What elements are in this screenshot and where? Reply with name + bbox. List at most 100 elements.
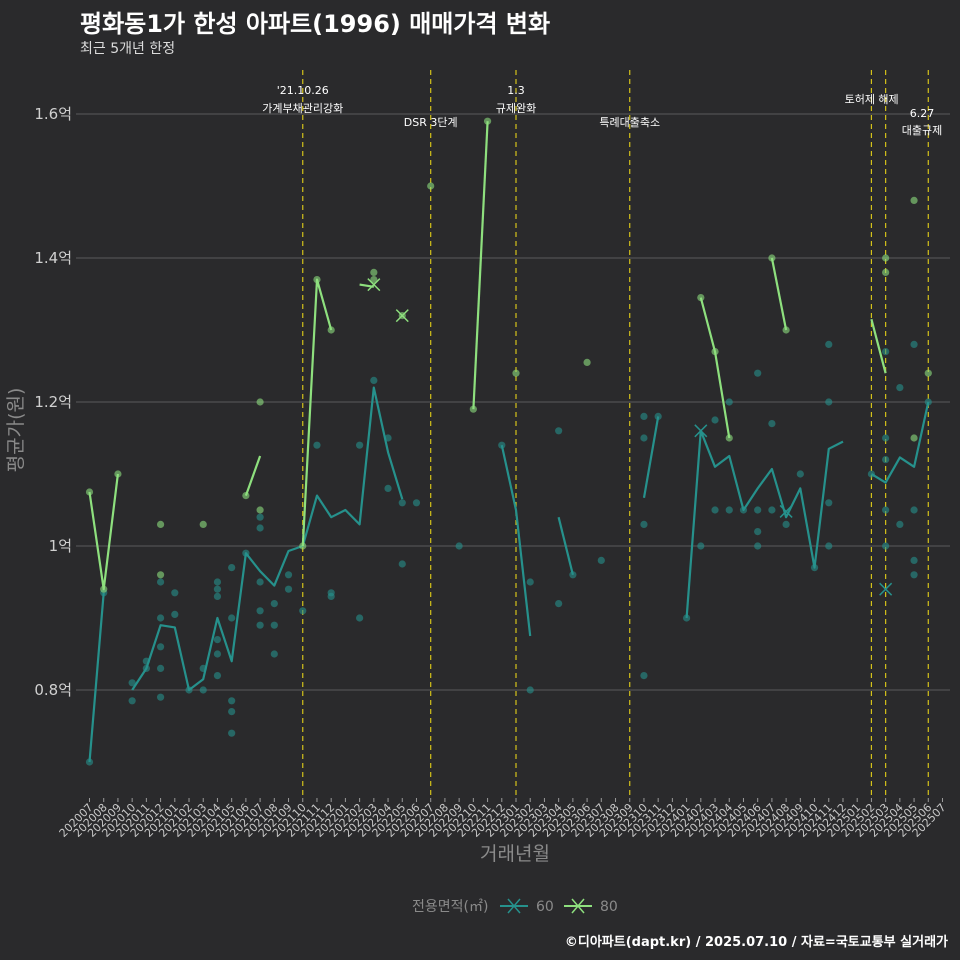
data-point	[370, 376, 378, 384]
data-point	[256, 607, 264, 615]
data-point	[199, 686, 207, 694]
data-point	[256, 524, 264, 532]
source-caption: ©디아파트(dapt.kr) / 2025.07.10 / 자료=국토교통부 실…	[564, 935, 948, 950]
data-point	[156, 664, 165, 673]
data-point	[356, 614, 364, 622]
data-point	[640, 672, 648, 680]
data-point	[754, 528, 762, 536]
data-point	[526, 578, 534, 586]
data-point	[754, 506, 762, 514]
data-point	[228, 697, 236, 705]
cross-marker	[367, 278, 381, 292]
legend-key-marker	[571, 898, 585, 914]
data-point	[498, 441, 506, 449]
series-layer	[85, 117, 932, 766]
data-point	[711, 416, 719, 424]
data-point	[455, 542, 463, 550]
series-80	[85, 117, 932, 593]
legend-title: 전용면적(㎡)	[412, 899, 488, 915]
series-line	[870, 318, 887, 374]
data-point	[882, 254, 890, 262]
data-point	[725, 398, 733, 406]
data-point	[213, 636, 222, 644]
data-point	[256, 398, 264, 406]
data-point	[640, 434, 648, 442]
data-point	[213, 592, 222, 601]
y-axis-ticks: 0.8억 1억 1.2억 1.4억 1.6억	[34, 105, 72, 699]
data-point	[924, 369, 932, 377]
data-point	[299, 542, 307, 550]
data-point	[213, 578, 222, 586]
x-axis-ticks: 2020072020082020092020102020112020122021…	[57, 798, 949, 840]
data-point	[213, 672, 222, 680]
data-point	[284, 571, 293, 579]
x-axis-label: 거래년월	[480, 843, 550, 865]
y-tick-label: 1.2억	[34, 393, 72, 411]
event-label-date: '21.10.26	[277, 84, 329, 97]
data-point	[299, 607, 307, 615]
series-60	[85, 340, 932, 766]
data-point	[768, 420, 776, 428]
data-point	[256, 513, 264, 521]
data-point	[882, 348, 890, 356]
event-label-text: 토허제 해제	[845, 92, 899, 106]
data-point	[640, 520, 648, 529]
data-point	[128, 697, 136, 705]
event-label-text: 대출규제	[902, 124, 942, 137]
data-point	[825, 340, 833, 348]
chart-title: 평화동1가 한성 아파트(1996) 매매가격 변화	[80, 10, 551, 38]
data-point	[910, 434, 918, 442]
data-point	[228, 708, 236, 716]
series-line	[500, 444, 532, 637]
data-point	[640, 412, 648, 420]
data-point	[256, 506, 264, 514]
data-point	[171, 589, 179, 597]
data-point	[896, 520, 904, 529]
series-line	[642, 416, 660, 498]
data-point	[796, 470, 804, 478]
legend-label: 60	[536, 899, 554, 915]
series-line	[88, 473, 119, 591]
y-tick-label: 1억	[49, 537, 72, 555]
series-line	[770, 257, 788, 331]
cross-marker	[779, 504, 793, 518]
data-point	[256, 578, 264, 586]
data-point	[882, 542, 890, 550]
data-point	[156, 520, 165, 529]
data-point	[228, 614, 236, 622]
data-point	[697, 542, 705, 550]
data-point	[270, 650, 278, 658]
series-line	[88, 592, 105, 763]
data-point	[526, 686, 534, 694]
data-point	[213, 650, 222, 658]
legend-label: 80	[600, 899, 618, 915]
data-point	[910, 340, 918, 348]
y-tick-label: 1.4억	[34, 249, 72, 267]
data-point	[896, 384, 904, 392]
data-point	[882, 456, 890, 464]
series-line	[870, 401, 930, 484]
data-point	[469, 405, 477, 413]
data-point	[228, 729, 236, 737]
data-point	[370, 268, 378, 276]
cross-marker	[879, 582, 893, 596]
y-tick-label: 1.6억	[34, 105, 72, 123]
data-point	[754, 369, 762, 377]
data-point	[825, 499, 833, 507]
data-point	[910, 506, 918, 514]
grid-lines	[76, 113, 950, 691]
data-point	[768, 506, 776, 514]
event-label-text: 가계부채관리강화	[262, 102, 343, 115]
data-point	[156, 614, 165, 622]
data-point	[412, 499, 421, 507]
data-point	[128, 679, 136, 687]
data-point	[213, 585, 222, 593]
data-point	[156, 571, 165, 579]
data-point	[228, 564, 236, 572]
data-point	[284, 585, 293, 593]
data-point	[370, 276, 378, 284]
data-point	[156, 693, 165, 701]
data-point	[782, 326, 790, 334]
